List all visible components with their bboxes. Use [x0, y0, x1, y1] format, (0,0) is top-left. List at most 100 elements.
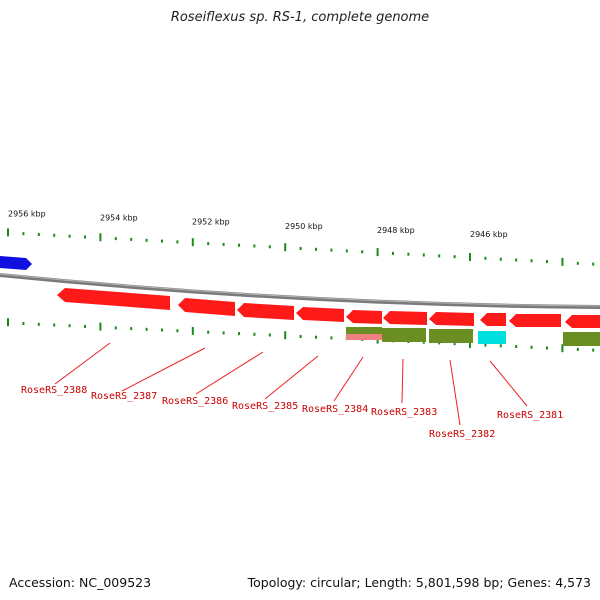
outer-tick: [22, 232, 25, 236]
gene-label-roseRS-2386: RoseRS_2386: [162, 396, 228, 407]
outer-tick: [7, 228, 9, 237]
inner-tick: [22, 322, 25, 325]
olive-feature-1: [346, 327, 382, 335]
inner-tick: [114, 326, 117, 330]
outer-tick: [407, 252, 410, 256]
inner-tick: [453, 342, 456, 346]
scale-label: 2948 kbp: [377, 226, 415, 235]
scale-label: 2946 kbp: [470, 230, 508, 239]
outer-tick: [515, 258, 518, 262]
outer-tick: [176, 240, 179, 244]
leader-line-roseRS-2383: [401, 358, 404, 404]
inner-tick: [68, 324, 71, 328]
outer-tick: [438, 254, 441, 258]
leader-line-roseRS-2381: [489, 360, 528, 407]
gene-label-roseRS-2381: RoseRS_2381: [497, 410, 563, 421]
outer-tick: [99, 233, 102, 242]
gene-label-roseRS-2384: RoseRS_2384: [302, 404, 368, 415]
olive-feature-2: [382, 328, 426, 342]
inner-tick: [284, 331, 287, 340]
gene-label-roseRS-2388: RoseRS_2388: [21, 385, 87, 396]
scale-labels: 2956 kbp 2954 kbp 2952 kbp 2950 kbp 2948 kbp…: [8, 209, 508, 239]
inner-tick: [145, 327, 148, 331]
inner-tick: [99, 322, 102, 331]
inner-tick: [546, 346, 548, 350]
inner-tick: [207, 330, 210, 334]
inner-tick: [422, 340, 425, 344]
outer-tick: [299, 247, 302, 250]
inner-tick: [530, 345, 533, 349]
inner-tick: [53, 323, 56, 327]
outer-tick: [37, 233, 40, 236]
gene-label-roseRS-2383: RoseRS_2383: [371, 407, 437, 418]
outer-tick: [530, 259, 533, 263]
outer-tick: [145, 238, 148, 242]
inner-tick: [299, 335, 302, 338]
gene-leader-lines: [54, 342, 528, 426]
reverse-cds-track: [57, 288, 600, 328]
cds-arrow-roseRS-2382: [429, 312, 474, 326]
outer-tick: [499, 257, 502, 261]
outer-tick: [592, 262, 595, 266]
inner-tick: [315, 335, 317, 339]
inner-tick: [222, 331, 225, 335]
inner-tick: [592, 348, 595, 352]
scale-label: 2952 kbp: [192, 218, 230, 227]
outer-tick: [207, 242, 210, 246]
leader-line-roseRS-2388: [54, 342, 111, 385]
inner-tick: [176, 329, 179, 333]
scale-label: 2950 kbp: [285, 222, 323, 231]
outer-tick: [222, 242, 225, 246]
cds-arrow-next-1: [509, 314, 561, 327]
genome-summary-text: Topology: circular; Length: 5,801,598 bp…: [247, 575, 591, 590]
map-title: Roseiflexus sp. RS-1, complete genome: [170, 10, 430, 25]
inner-tick: [576, 347, 579, 351]
cyan-feature: [478, 331, 506, 344]
inner-tick: [253, 332, 256, 336]
cds-arrow-roseRS-2388: [57, 288, 170, 310]
outer-tick: [392, 251, 394, 255]
inner-tick: [191, 327, 194, 335]
outer-ticks: [7, 228, 595, 266]
inner-tick: [7, 318, 9, 327]
inner-ticks: [7, 318, 595, 353]
leader-line-roseRS-2387: [121, 347, 206, 392]
cds-arrow-roseRS-2386: [237, 303, 294, 320]
gene-label-roseRS-2387: RoseRS_2387: [91, 391, 157, 402]
cds-arrow-roseRS-2384: [346, 310, 382, 324]
cds-arrow-roseRS-2385: [296, 307, 344, 322]
outer-tick: [345, 249, 348, 253]
outer-tick: [130, 237, 133, 241]
inner-tick: [469, 339, 471, 348]
outer-tick: [284, 243, 287, 252]
gene-label-roseRS-2382: RoseRS_2382: [429, 429, 495, 440]
leader-line-roseRS-2385: [264, 355, 319, 400]
inner-tick: [484, 343, 487, 347]
inner-tick: [84, 324, 86, 328]
outer-tick: [53, 233, 56, 237]
cds-arrow-roseRS-2387: [178, 298, 235, 316]
pink-feature: [346, 334, 382, 340]
inner-tick: [130, 327, 133, 331]
scale-label: 2956 kbp: [8, 209, 46, 218]
outer-tick: [330, 248, 333, 252]
inner-tick: [330, 336, 333, 340]
outer-tick: [268, 245, 271, 249]
inner-tick: [37, 322, 40, 326]
outer-tick: [114, 237, 117, 241]
genome-backbone: [0, 273, 600, 309]
leader-line-roseRS-2384: [333, 356, 364, 402]
outer-tick: [469, 253, 471, 261]
inner-tick: [238, 332, 240, 336]
outer-tick: [453, 255, 456, 259]
cds-arrow-roseRS-2381: [480, 313, 506, 326]
outer-tick: [361, 250, 364, 254]
accession-text: Accession: NC_009523: [9, 575, 152, 590]
outer-tick: [376, 248, 379, 257]
leader-line-roseRS-2386: [195, 351, 264, 395]
outer-tick: [422, 253, 425, 257]
inner-feature-track: [346, 327, 600, 346]
inner-tick: [161, 328, 163, 332]
outer-tick: [315, 247, 317, 251]
